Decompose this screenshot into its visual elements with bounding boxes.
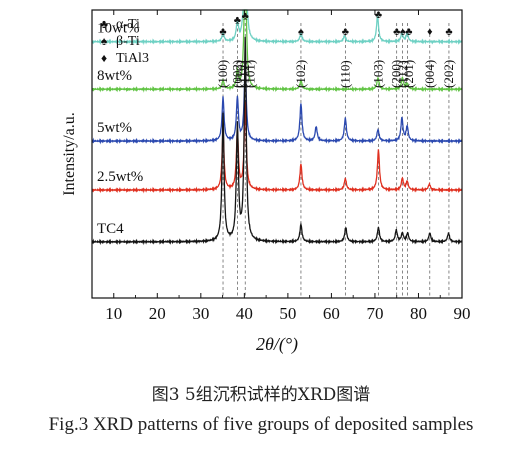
x-tick-label: 50 (279, 304, 296, 323)
legend-label: α-Ti (116, 17, 140, 32)
peak-index-label: (202) (441, 60, 456, 88)
x-tick-label: 90 (454, 304, 471, 323)
legend-symbol: ♣ (100, 17, 108, 31)
phase-marker: ♣ (242, 10, 249, 22)
phase-marker: ♣ (445, 26, 452, 38)
peak-index-label: (004) (422, 60, 437, 88)
peak-index-label: (100) (215, 60, 230, 88)
peak-index-label: (112) (237, 60, 252, 88)
series-line-1 (91, 9, 463, 93)
x-tick-label: 30 (192, 304, 209, 323)
phase-marker: ♣ (219, 26, 226, 38)
phase-marker: ♦ (427, 26, 433, 38)
phase-marker: ♠ (400, 26, 406, 38)
phase-marker: ♣ (234, 15, 241, 27)
legend-symbol: ♦ (101, 51, 107, 65)
peak-index-label: (102) (293, 60, 308, 88)
peak-index-label: (002) (229, 60, 244, 88)
x-tick-label: 20 (149, 304, 166, 323)
x-tick-label: 70 (366, 304, 383, 323)
phase-marker: ♣ (375, 9, 382, 21)
peak-index-label: (101) (242, 60, 257, 88)
phase-marker: ♣ (405, 26, 412, 38)
series-label: 8wt% (97, 68, 132, 84)
y-axis-label: Intensity/a.u. (61, 112, 78, 196)
phase-marker: ♣ (342, 26, 349, 38)
peak-index-label: (200) (389, 60, 404, 88)
x-tick-label: 60 (323, 304, 340, 323)
x-axis-label: 2θ/(°) (256, 334, 298, 355)
series-line-4 (91, 36, 463, 246)
phase-marker: ♣ (393, 26, 400, 38)
series-line-2 (91, 61, 463, 145)
plot-area: 10wt% 8wt% 5wt% 2.5wt% TC4 10 20 30 40 50 60 70 80 90… (61, 9, 471, 355)
plot-frame (91, 9, 463, 299)
legend-label: TiAl3 (116, 51, 149, 66)
legend-symbol: ♠ (101, 34, 108, 48)
peak-index-label: (110) (232, 60, 247, 88)
phase-marker: ♠ (298, 26, 304, 38)
peak-index-label: (112) (395, 60, 410, 88)
x-tick-label: 80 (410, 304, 427, 323)
series-line-3 (91, 101, 463, 194)
caption-chinese: 图3 5组沉积试样的XRD图谱 (151, 385, 371, 405)
peak-index-label: (201) (401, 60, 416, 88)
series-label: TC4 (97, 221, 124, 237)
x-tick-label: 40 (236, 304, 253, 323)
series-line-0 (91, 9, 463, 46)
x-tick-label: 10 (105, 304, 122, 323)
legend-label: β-Ti (116, 34, 140, 49)
series-label: 2.5wt% (97, 169, 143, 185)
series-label: 10wt% (97, 21, 140, 37)
peak-index-label: (110) (337, 60, 352, 88)
caption-english: Fig.3 XRD patterns of five groups of dep… (48, 414, 474, 435)
series-label: 5wt% (97, 120, 132, 136)
peak-index-label: (103) (370, 60, 385, 88)
